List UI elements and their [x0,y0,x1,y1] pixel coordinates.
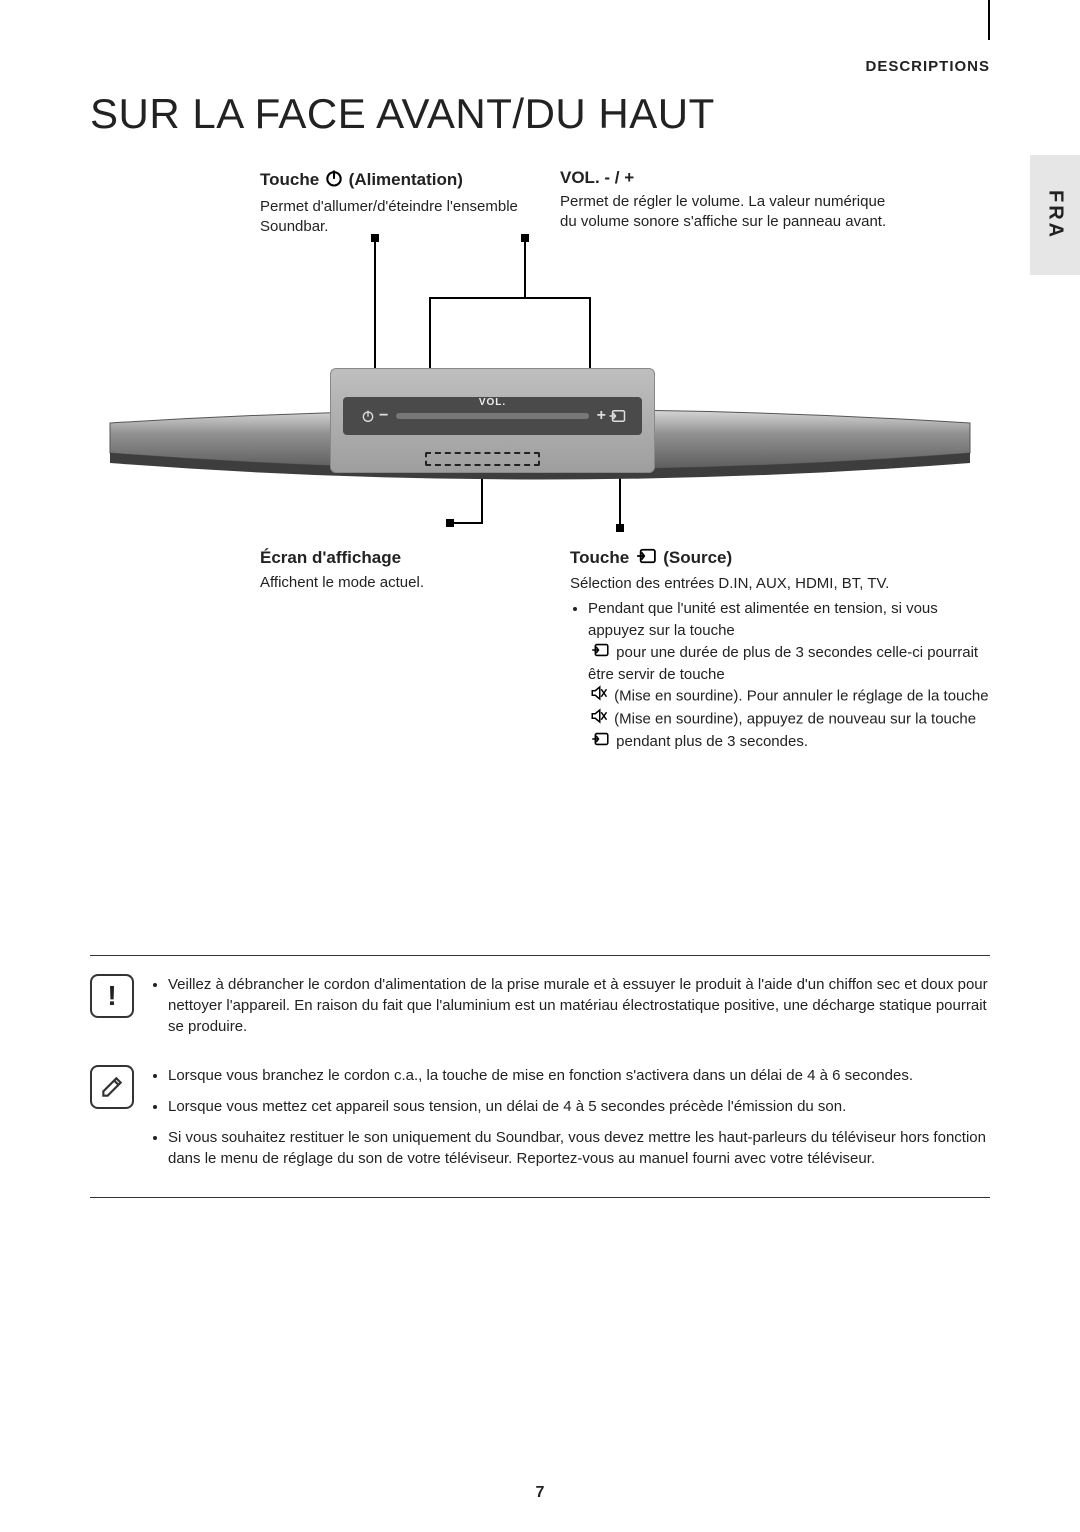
language-tab: FRA [1030,155,1080,275]
soundbar-body: − VOL. + [90,368,990,468]
control-panel-inner: − VOL. + [343,397,642,435]
callout-source-desc: Sélection des entrées D.IN, AUX, HDMI, B… [570,573,990,753]
callout-volume-label: VOL. - / + [560,168,890,188]
source-icon [590,642,610,664]
notes-list: Lorsque vous branchez le cordon c.a., la… [148,1065,990,1179]
source-bullet-e: pendant plus de 3 secondes. [616,733,808,750]
page-number: 7 [536,1484,545,1502]
page-title: SUR LA FACE AVANT/DU HAUT [90,90,990,138]
mute-icon [590,708,608,731]
callout-power-label-suffix: (Alimentation) [349,170,463,189]
pencil-icon [90,1065,134,1109]
vol-text: VOL. [479,397,506,408]
mute-icon [590,685,608,708]
section-label: DESCRIPTIONS [865,58,990,75]
divider [90,955,990,956]
divider [90,1197,990,1198]
exclamation-icon: ! [90,974,134,1018]
power-icon [324,168,344,193]
vol-plus[interactable]: + [597,407,606,425]
header-vertical-rule [988,0,990,40]
soundbar-diagram: − VOL. + [90,298,990,518]
warning-item: Veillez à débrancher le cordon d'aliment… [168,974,990,1037]
manual-page: DESCRIPTIONS FRA SUR LA FACE AVANT/DU HA… [0,0,1080,1532]
display-panel [425,452,540,466]
warning-list: Veillez à débrancher le cordon d'aliment… [148,974,990,1047]
warning-block: ! Veillez à débrancher le cordon d'alime… [90,974,990,1047]
note-item: Lorsque vous branchez le cordon c.a., la… [168,1065,990,1086]
source-bullet-c: (Mise en sourdine). Pour annuler le régl… [614,688,988,705]
source-icon [590,731,610,753]
source-bullet-d: (Mise en sourdine), appuyez de nouveau s… [614,711,976,728]
note-item: Lorsque vous mettez cet appareil sous te… [168,1096,990,1117]
source-bullet-b: pour une durée de plus de 3 secondes cel… [588,644,978,683]
notes-block: Lorsque vous branchez le cordon c.a., la… [90,1065,990,1179]
source-bullet-a: Pendant que l'unité est alimentée en ten… [588,600,938,639]
source-bullet: Pendant que l'unité est alimentée en ten… [588,598,990,753]
source-button[interactable] [606,405,628,427]
volume-track[interactable]: VOL. [396,413,588,419]
power-button[interactable] [357,405,379,427]
callout-power-label: Touche (Alimentation) [260,168,520,193]
note-item: Si vous souhaitez restituer le son uniqu… [168,1127,990,1169]
vol-minus[interactable]: − [379,407,388,425]
callout-power-label-prefix: Touche [260,170,319,189]
